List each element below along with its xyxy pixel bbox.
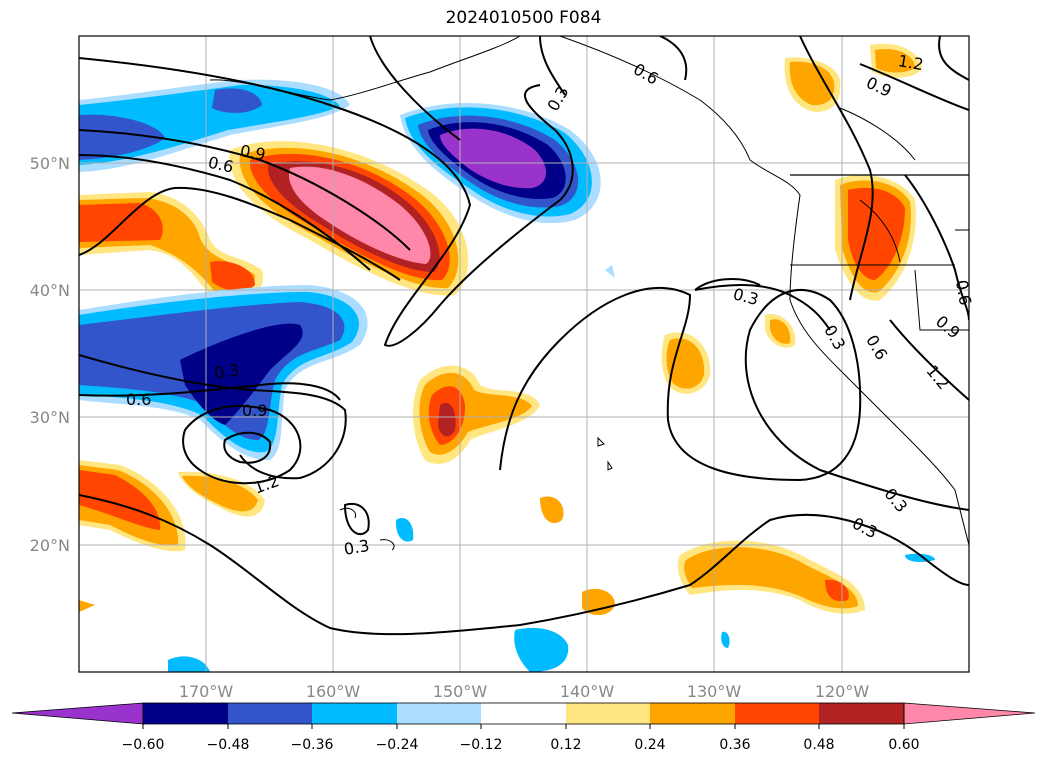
contour-label: 1.2	[922, 361, 953, 393]
colorbar-extend-low	[11, 702, 144, 725]
colorbar-label: 0.60	[888, 737, 919, 753]
lon-tick-label: 140°W	[560, 682, 615, 701]
contour-label: 0.6	[126, 390, 151, 409]
colorbar-segment	[312, 703, 397, 724]
colorbar-segment	[481, 703, 566, 724]
lat-tick-label: 40°N	[30, 281, 70, 300]
contour-label: 0.9	[239, 141, 267, 164]
contour-label: 0.3	[880, 484, 911, 516]
colorbar-label: 0.24	[634, 737, 665, 753]
colorbar-label: −0.60	[122, 737, 165, 753]
map-frame	[78, 35, 970, 673]
lon-tick-label: 160°W	[306, 682, 361, 701]
colorbar-segment	[819, 703, 904, 724]
lat-tick-label: 20°N	[30, 536, 70, 555]
contour-label: 0.6	[862, 332, 891, 364]
colorbar-segment	[735, 703, 819, 724]
contour-label: 1.2	[251, 471, 281, 498]
colorbar-segment	[228, 703, 312, 724]
contour-label: 0.3	[731, 284, 761, 309]
colorbar-label: 0.12	[550, 737, 581, 753]
contour-label: 0.3	[543, 83, 572, 115]
contour-label: 0.3	[342, 536, 370, 559]
colorbar: −0.60 −0.48 −0.36 −0.24 −0.12 0.12 0.24 …	[11, 702, 1036, 753]
contour-lines	[79, 36, 969, 636]
anomaly-shading	[79, 43, 935, 672]
colorbar-segment	[650, 703, 735, 724]
contour-label: 0.9	[932, 312, 964, 343]
lon-tick-label: 150°W	[433, 682, 488, 701]
colorbar-segment	[143, 703, 228, 724]
contour-label: 0.6	[206, 153, 235, 177]
contour-label: 0.3	[849, 514, 880, 543]
colorbar-label: −0.48	[207, 737, 250, 753]
lon-tick-label: 170°W	[179, 682, 234, 701]
colorbar-label: 0.36	[719, 737, 750, 753]
contour-label: 1.2	[897, 51, 925, 74]
contour-label: 0.3	[213, 360, 241, 382]
colorbar-label: −0.24	[376, 737, 419, 753]
lat-tick-label: 30°N	[30, 408, 70, 427]
lat-tick-label: 50°N	[30, 154, 70, 173]
colorbar-label: 0.48	[803, 737, 834, 753]
colorbar-label: −0.36	[291, 737, 334, 753]
contour-label: 0.9	[242, 401, 267, 420]
colorbar-extend-high	[903, 702, 1036, 725]
colorbar-segment	[566, 703, 650, 724]
contour-label: 0.6	[630, 59, 662, 88]
map-title: 2024010500 F084	[445, 8, 602, 28]
longitude-tick-labels: 170°W 160°W 150°W 140°W 130°W 120°W	[179, 682, 870, 701]
lon-tick-label: 120°W	[815, 682, 870, 701]
contour-label: 0.3	[820, 322, 849, 354]
lon-tick-label: 130°W	[687, 682, 742, 701]
colorbar-segment	[397, 703, 481, 724]
latitude-tick-labels: 50°N 40°N 30°N 20°N	[30, 154, 70, 555]
contour-label: 0.6	[952, 278, 975, 306]
colorbar-label: −0.12	[460, 737, 503, 753]
